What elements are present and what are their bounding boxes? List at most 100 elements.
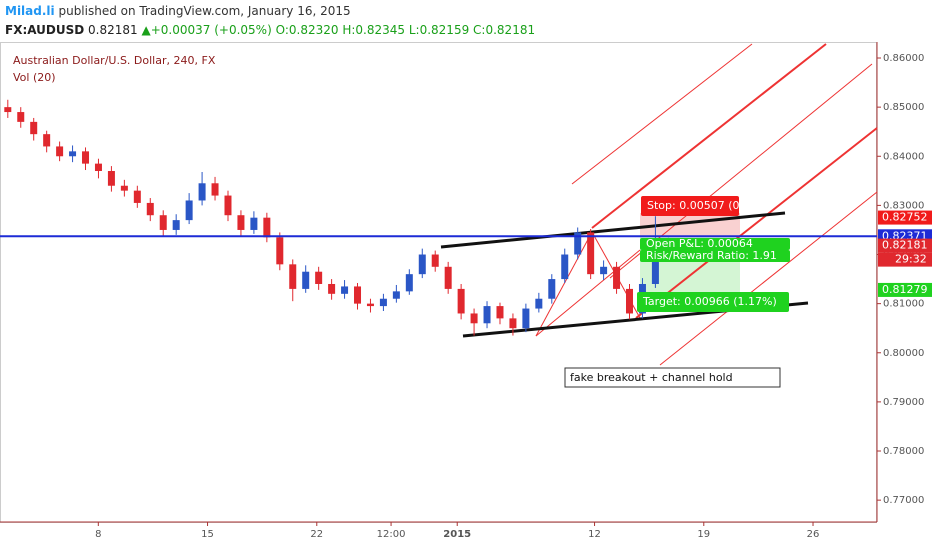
candle-body (237, 215, 245, 230)
ohlc: C:0.82181 (473, 23, 535, 37)
y-tick-label: 0.81000 (883, 299, 924, 310)
drawings (440, 43, 878, 366)
price-label-bg (878, 210, 932, 225)
position-label: Target: 0.00966 (1.17%) (642, 295, 777, 308)
candle-body (107, 171, 115, 186)
y-tick-label: 0.78000 (883, 446, 924, 457)
candle-body (651, 254, 659, 284)
x-tick-label: 12:00 (377, 529, 406, 540)
position-label: Risk/Reward Ratio: 1.91 (646, 249, 777, 262)
candle-body (82, 151, 90, 164)
candle-body (263, 217, 271, 238)
candle-body (379, 298, 387, 307)
ohlc: H:0.82345 (342, 23, 405, 37)
y-tick-label: 0.79000 (883, 397, 924, 408)
channel-line (571, 43, 753, 185)
candle-body (211, 183, 219, 196)
candle-body (17, 112, 25, 122)
published: published on TradingView.com, January 16… (58, 4, 350, 18)
candle-body (483, 306, 491, 324)
countdown-bg (878, 252, 932, 267)
position-label: Open P&L: 0.00064 (646, 237, 753, 250)
trend-line (440, 211, 786, 249)
ohlc: O:0.82320 (276, 23, 339, 37)
candle-body (69, 151, 77, 157)
candle-body (302, 271, 310, 289)
candles (4, 99, 672, 336)
candle-body (509, 318, 517, 329)
y-tick-label: 0.86000 (883, 53, 924, 64)
candle-body (56, 146, 64, 157)
header-line: Milad.li published on TradingView.com, J… (5, 4, 351, 18)
candle-body (418, 254, 426, 275)
annotation-box (564, 367, 781, 388)
annotation: fake breakout + channel hold (570, 371, 733, 384)
position-label-bg (640, 238, 790, 250)
candle-body (198, 183, 206, 201)
price-label: 0.82181 (882, 239, 928, 252)
position-label: Stop: 0.00507 (0.62%) (647, 199, 772, 212)
change: +0.00037 (+0.05%) (151, 23, 272, 37)
y-tick-label: 0.77000 (883, 495, 924, 506)
chart-title: Australian Dollar/U.S. Dollar, 240, FX (13, 54, 216, 67)
x-tick-label: 8 (95, 529, 101, 540)
candle-body (354, 286, 362, 304)
y-tick-label: 0.83000 (883, 200, 924, 211)
y-tick-label: 0.84000 (883, 151, 924, 162)
candle-body (4, 107, 12, 113)
candle-body (120, 185, 128, 191)
x-tick-label: 26 (807, 529, 820, 540)
candle-body (224, 195, 232, 216)
candle-body (457, 288, 465, 314)
candle-body (366, 303, 374, 307)
position-label-bg (641, 196, 739, 216)
position-label-bg (637, 292, 789, 312)
price-label: 0.82752 (882, 211, 928, 224)
price-label: 0.81279 (882, 283, 928, 296)
candle-body (392, 291, 400, 299)
candle-body (315, 271, 323, 284)
candle-body (94, 163, 102, 172)
candle-body (613, 266, 621, 289)
y-tick-label: 0.85000 (883, 102, 924, 113)
price-label-bg (878, 238, 932, 253)
candle-body (600, 266, 608, 275)
candle-body (289, 264, 297, 289)
pitchfork-handle (535, 249, 641, 337)
ohlc: L:0.82159 (409, 23, 469, 37)
candle-body (470, 313, 478, 324)
y-tick-label: 0.80000 (883, 348, 924, 359)
last: 0.82181 (88, 23, 138, 37)
position-label-bg (640, 250, 790, 262)
candle-body (276, 237, 284, 265)
candle-body (626, 288, 634, 314)
candle-body (43, 134, 51, 147)
price-label-bg (878, 282, 932, 297)
candle-body (405, 274, 413, 292)
channel-line (659, 191, 878, 366)
x-tick-label: 15 (201, 529, 214, 540)
candle-body (172, 220, 180, 230)
candle-body (431, 254, 439, 267)
candle-body (535, 298, 543, 309)
x-tick-label: 19 (697, 529, 710, 540)
candle-body (587, 232, 595, 275)
symbol: FX:AUDUSD (5, 23, 84, 37)
candle-body (548, 279, 556, 299)
x-tick-label: 12 (588, 529, 601, 540)
author[interactable]: Milad.li (5, 4, 55, 18)
x-tick-label: 2015 (443, 529, 471, 540)
candle-body (341, 286, 349, 294)
candle-body (250, 217, 258, 230)
chart-subtitle: Vol (20) (13, 71, 56, 84)
channel-line (591, 43, 827, 229)
candle-body (561, 254, 569, 280)
countdown: 29:32 (895, 253, 927, 266)
candle-body (574, 232, 582, 255)
candle-body (185, 200, 193, 221)
candle-body (159, 215, 167, 230)
pitchfork-handle (535, 231, 593, 337)
channel-line (635, 127, 878, 319)
